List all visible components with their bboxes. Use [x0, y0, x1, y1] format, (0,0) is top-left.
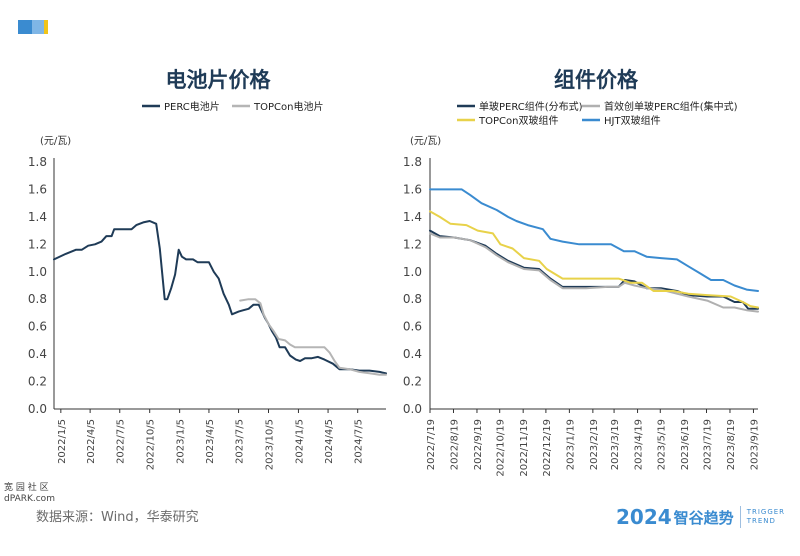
- y-axis-unit-label: (元/瓦): [410, 136, 441, 147]
- legend-label: 单玻PERC组件(分布式): [479, 100, 583, 113]
- x-tick-label: 2022/9/19: [473, 419, 484, 470]
- x-tick-label: 2022/10/5: [146, 419, 157, 470]
- trigger-trend-logo: 2024 智谷趋势 TRIGGER TREND: [616, 502, 785, 532]
- series-line: [429, 210, 759, 309]
- x-tick-label: 2022/7/19: [426, 419, 437, 470]
- y-tick-label: 0.4: [28, 347, 47, 361]
- accent-block-2: [32, 20, 44, 34]
- x-tick-label: 2023/7/5: [235, 419, 246, 464]
- y-tick-label: 0.2: [403, 375, 422, 389]
- watermark-line1: 宽 园 社 区: [4, 483, 49, 493]
- x-tick-label: 2022/8/19: [449, 419, 460, 470]
- x-tick-label: 2023/4/5: [205, 419, 216, 464]
- series-line: [53, 220, 387, 375]
- y-tick-label: 1.6: [28, 182, 47, 196]
- y-tick-label: 1.8: [28, 155, 47, 169]
- x-tick-label: 2024/1/5: [294, 419, 305, 464]
- legend-label: PERC电池片: [164, 100, 220, 113]
- chart-title: 电池片价格: [166, 68, 272, 92]
- legend-label: TOPCon双玻组件: [478, 114, 558, 127]
- y-tick-label: 0.4: [403, 347, 422, 361]
- series-line: [429, 229, 759, 310]
- y-tick-label: 1.0: [28, 265, 47, 279]
- y-tick-label: 0.8: [403, 292, 422, 306]
- logo-en: TRIGGER TREND: [747, 508, 785, 526]
- legend-label: HJT双玻组件: [604, 114, 661, 127]
- y-tick-label: 1.4: [28, 210, 47, 224]
- y-tick-label: 0.0: [28, 402, 47, 416]
- logo-name: 智谷趋势: [673, 508, 734, 527]
- y-tick-label: 1.2: [28, 237, 47, 251]
- x-tick-label: 2022/4/5: [86, 419, 97, 464]
- legend-label: TOPCon电池片: [253, 100, 323, 113]
- chart-title: 组件价格: [554, 68, 639, 92]
- x-tick-label: 2022/10/19: [496, 419, 507, 477]
- logo-year: 2024: [616, 505, 672, 529]
- y-tick-label: 1.0: [403, 265, 422, 279]
- y-axis-unit-label: (元/瓦): [40, 136, 71, 147]
- cell-price-chart: 电池片价格 PERC电池片 TOPCon电池片 (元/瓦) 1.8 1.6 1.4 1.2 1.…: [28, 68, 387, 470]
- x-tick-label: 2023/4/19: [634, 419, 645, 470]
- legend-label: 首效创单玻PERC组件(集中式): [604, 100, 738, 113]
- x-tick-label: 2023/7/19: [702, 419, 713, 470]
- y-tick-label: 0.0: [403, 402, 422, 416]
- x-tick-label: 2024/7/5: [354, 419, 365, 464]
- y-tick-label: 1.4: [403, 210, 422, 224]
- x-tick-label: 2023/6/19: [680, 419, 691, 470]
- y-tick-label: 1.8: [403, 155, 422, 169]
- x-tick-label: 2022/7/5: [116, 419, 127, 464]
- y-tick-label: 1.6: [403, 182, 422, 196]
- y-tick-label: 0.6: [28, 320, 47, 334]
- y-tick-label: 0.6: [403, 320, 422, 334]
- x-tick-label: 2023/8/19: [726, 419, 737, 470]
- series-line: [239, 298, 387, 376]
- x-tick-label: 2023/3/19: [610, 419, 621, 470]
- x-tick-label: 2022/11/19: [519, 419, 530, 477]
- logo-en-line2: TREND: [746, 517, 776, 525]
- logo-separator: [739, 506, 741, 528]
- x-tick-label: 2023/10/5: [264, 419, 275, 470]
- watermark-line2: dPARK.com: [4, 494, 55, 504]
- y-tick-label: 0.8: [28, 292, 47, 306]
- accent-block-1: [18, 20, 32, 34]
- x-tick-label: 2023/9/19: [749, 419, 760, 470]
- x-tick-label: 2022/12/19: [542, 419, 553, 477]
- x-tick-label: 2023/1/5: [176, 419, 187, 464]
- accent-block-3: [44, 20, 48, 34]
- y-tick-label: 0.2: [28, 375, 47, 389]
- x-tick-label: 2022/1/5: [57, 419, 68, 464]
- brand-accent-bar: [18, 20, 48, 34]
- y-tick-label: 1.2: [403, 237, 422, 251]
- series-line: [429, 188, 759, 292]
- x-tick-label: 2023/2/19: [589, 419, 600, 470]
- logo-en-line1: TRIGGER: [746, 508, 786, 516]
- series-line: [429, 232, 759, 313]
- x-tick-label: 2023/5/19: [656, 419, 667, 470]
- x-tick-label: 2024/4/5: [324, 419, 335, 464]
- x-tick-label: 2023/1/19: [565, 419, 576, 470]
- watermark: 宽 园 社 区 dPARK.com: [4, 483, 55, 505]
- source-note: 数据来源：Wind，华泰研究: [36, 510, 199, 525]
